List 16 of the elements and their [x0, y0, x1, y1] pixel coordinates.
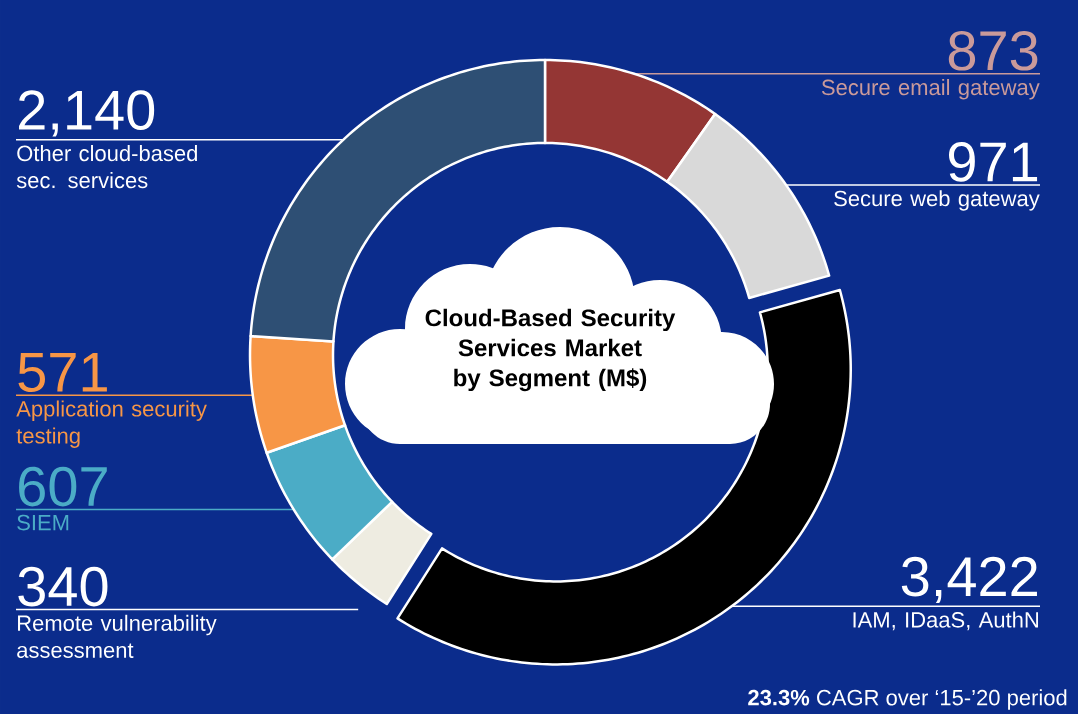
data-label: 971 [948, 142, 1038, 182]
data-label: 873 [948, 30, 1038, 71]
slice-label: IAM, IDaaS, AuthN [853, 611, 1038, 631]
slice-label: Secure email gateway [821, 79, 1040, 100]
data-label: 2,140 [19, 90, 155, 137]
slice-label: Secure web gateway [834, 190, 1040, 211]
slice-label: Other cloud-based sec. services [16, 145, 197, 189]
data-label: 3,422 [901, 556, 1037, 604]
text: 23.3% CAGR over ‘15-’20 period [748, 689, 1067, 710]
slice-label: Remote vulnerability assessment [17, 614, 217, 658]
data-label: 571 [18, 352, 107, 393]
text: Cloud-Based Security Services Market by Segment (M$) [425, 308, 676, 392]
data-label: 607 [19, 466, 107, 507]
slice-label: SIEM [17, 514, 69, 531]
slice-label: Application security testing [16, 400, 207, 448]
data-label: 340 [18, 566, 108, 607]
